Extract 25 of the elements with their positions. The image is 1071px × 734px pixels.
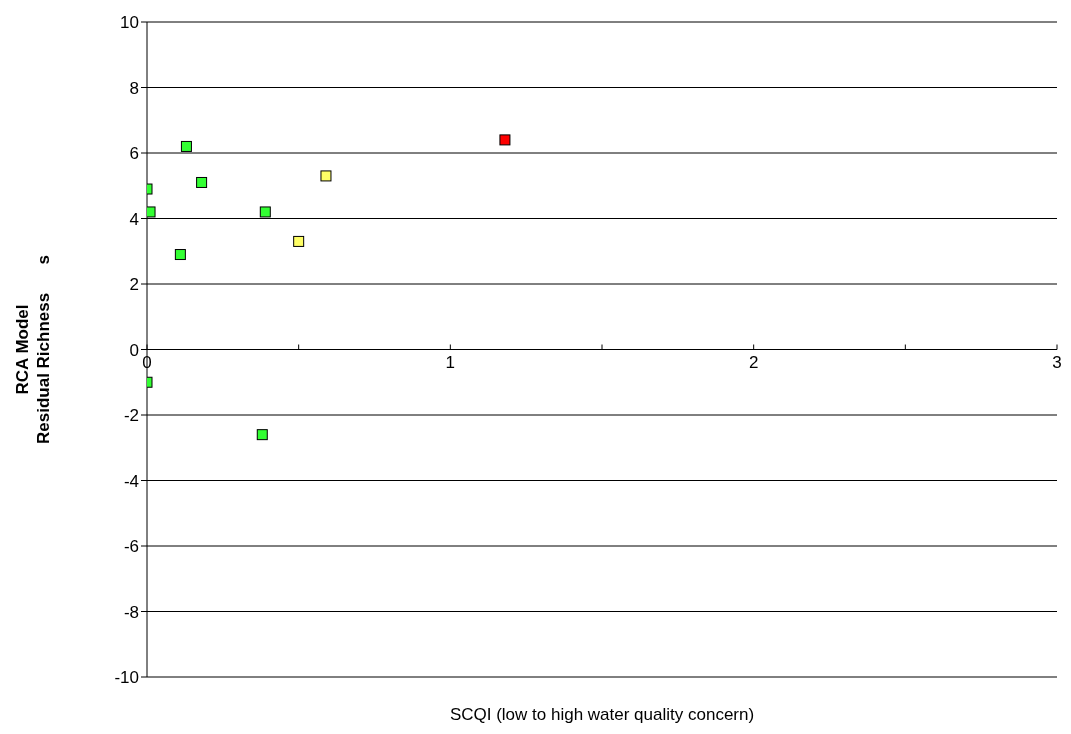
y-tick-label: -2 (123, 406, 139, 426)
y-tick-label: -8 (123, 602, 139, 622)
text: RCA Model (13, 304, 32, 395)
point (259, 206, 271, 218)
x-tick-label: 0 (142, 352, 152, 372)
point (180, 140, 192, 152)
x-tick-label: 2 (748, 352, 759, 372)
y-tick-label: 8 (129, 78, 139, 98)
point (293, 235, 305, 247)
y-tick-label: -6 (123, 537, 139, 557)
y-tick-label: 6 (129, 144, 139, 164)
text: Residual Richness s (34, 255, 53, 444)
point (256, 429, 268, 441)
x-tick-label: 1 (445, 352, 456, 372)
point (320, 170, 332, 182)
point (174, 249, 186, 261)
y-tick-label: -4 (123, 471, 139, 491)
y-tick-label: 2 (129, 275, 139, 295)
x-axis-title: SCQI (low to high water quality concern) (449, 705, 755, 724)
y-tick-label: 4 (129, 209, 139, 229)
point (196, 176, 208, 188)
point (499, 134, 511, 146)
y-tick-label: -10 (114, 668, 139, 688)
y-tick-label: 10 (120, 13, 139, 33)
x-tick-label: 3 (1052, 352, 1062, 372)
